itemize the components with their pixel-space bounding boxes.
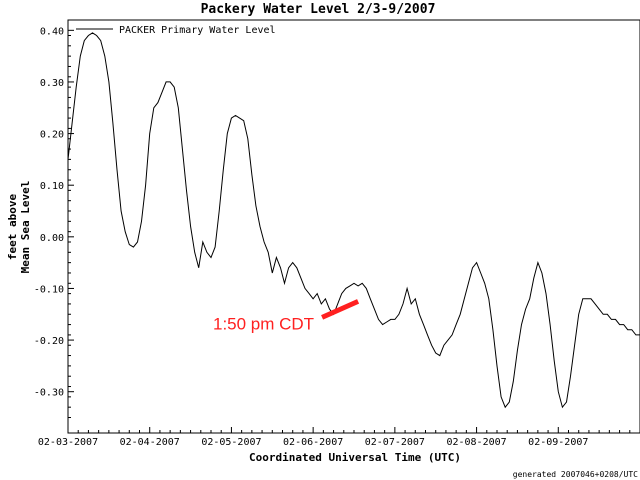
y-tick-label: 0.00 (40, 233, 64, 244)
x-axis: 02-03-2007 02-04-2007 02-05-2007 02-06-2007… (38, 427, 631, 448)
x-tick-label: 02-04-2007 (120, 437, 180, 448)
y-tick-label: 0.30 (40, 78, 64, 89)
y-tick-label: 0.20 (40, 130, 64, 141)
y-tick-label: -0.10 (34, 284, 64, 295)
series-line-packer (67, 32, 640, 409)
y-tick-label: 0.40 (40, 26, 64, 37)
y-tick-label: -0.20 (34, 336, 64, 347)
annotation: 1:50 pm CDT (213, 299, 360, 333)
x-tick-label: 02-08-2007 (446, 437, 506, 448)
generated-footer: generated 2007046+0208/UTC (513, 470, 638, 479)
y-axis-label-line-1: feet above (6, 194, 19, 261)
legend-label: PACKER Primary Water Level (119, 25, 276, 36)
annotation-text: 1:50 pm CDT (213, 314, 314, 333)
plot-area-frame (67, 19, 640, 434)
x-tick-label: 02-09-2007 (528, 437, 588, 448)
x-tick-label: 02-03-2007 (38, 437, 98, 448)
x-tick-label: 02-07-2007 (365, 437, 425, 448)
y-axis-label: feet above Mean Sea Level (6, 181, 32, 274)
x-tick-label: 02-05-2007 (201, 437, 261, 448)
chart-title: Packery Water Level 2/3-9/2007 (201, 2, 436, 17)
y-axis-label-line-2: Mean Sea Level (19, 181, 32, 274)
legend: PACKER Primary Water Level (76, 25, 276, 36)
y-tick-label: -0.30 (34, 388, 64, 399)
annotation-marker (321, 299, 360, 320)
x-axis-label: Coordinated Universal Time (UTC) (249, 451, 461, 464)
y-tick-label: 0.10 (40, 181, 64, 192)
x-tick-label: 02-06-2007 (283, 437, 343, 448)
y-axis: 0.40 0.30 0.20 0.10 0.00 -0.10 -0.20 -0.30 (34, 26, 74, 419)
